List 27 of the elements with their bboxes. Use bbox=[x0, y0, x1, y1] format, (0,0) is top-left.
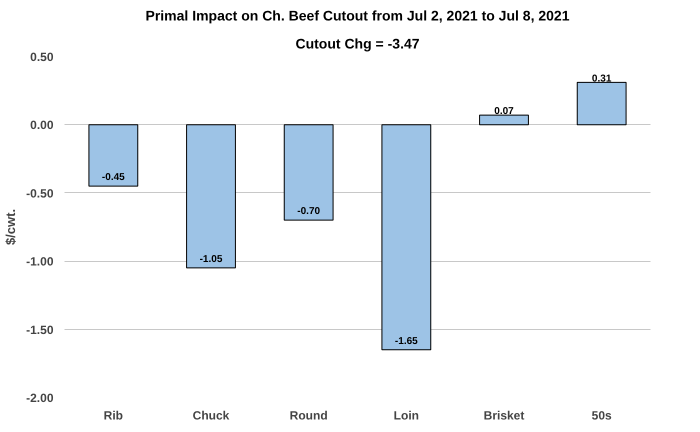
data-label: -0.70 bbox=[297, 206, 320, 218]
data-label: -1.65 bbox=[394, 336, 418, 347]
bar bbox=[479, 114, 529, 126]
bar bbox=[284, 124, 334, 221]
bar bbox=[186, 124, 236, 268]
data-label: 0.07 bbox=[494, 106, 514, 118]
x-tick-label: Brisket bbox=[484, 408, 524, 422]
x-tick-label: Rib bbox=[104, 408, 124, 422]
y-tick-label: -1.50 bbox=[26, 322, 54, 337]
y-tick-label: 0.50 bbox=[30, 50, 54, 64]
bar bbox=[576, 82, 627, 126]
y-tick-label: 0.00 bbox=[30, 118, 54, 132]
x-tick-label: Round bbox=[290, 408, 328, 422]
x-tick-label: Loin bbox=[394, 408, 419, 422]
y-tick-label: -2.00 bbox=[26, 391, 54, 405]
x-tick-label: Chuck bbox=[192, 408, 230, 422]
x-tick-label: 50s bbox=[592, 408, 612, 422]
y-tick-label: -0.50 bbox=[26, 186, 54, 200]
bar bbox=[381, 124, 432, 350]
data-label: -0.45 bbox=[102, 172, 126, 184]
chart-title: Primal Impact on Ch. Beef Cutout from Jul 2, 2021 to Jul 8, 2021 bbox=[146, 8, 570, 24]
data-label: -1.05 bbox=[200, 254, 223, 265]
chart-subtitle: Cutout Chg = -3.47 bbox=[295, 36, 420, 52]
y-axis-title: $/cwt. bbox=[3, 208, 18, 246]
y-tick-label: -1.00 bbox=[26, 254, 54, 269]
bar bbox=[88, 124, 138, 187]
data-label: 0.31 bbox=[592, 73, 612, 84]
